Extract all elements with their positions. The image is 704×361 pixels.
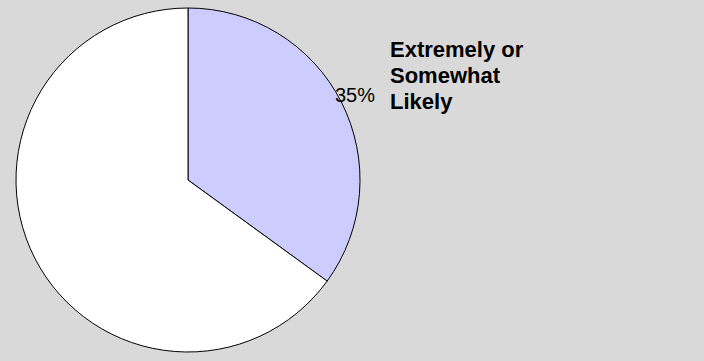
pie: [16, 8, 360, 352]
data-label: 35%: [335, 84, 375, 106]
pie-slice: [16, 8, 327, 352]
background: [0, 0, 704, 361]
chart: 35% Extremely orSomewhatLikely: [0, 0, 704, 361]
slice-label: Extremely orSomewhatLikely: [390, 37, 524, 114]
